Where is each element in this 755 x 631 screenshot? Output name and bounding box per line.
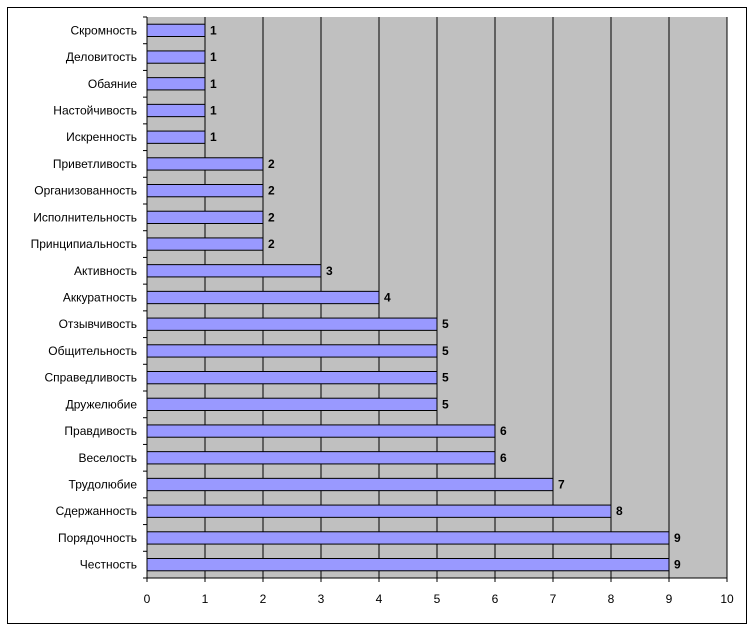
- data-label: 2: [268, 184, 275, 198]
- category-label: Дружелюбие: [66, 397, 138, 411]
- bar: [146, 397, 438, 412]
- category-label: Исполнительность: [33, 210, 137, 224]
- bar: [146, 77, 206, 91]
- bar: [146, 237, 264, 251]
- data-label: 8: [616, 504, 623, 518]
- bar: [146, 477, 554, 492]
- x-tick-label: 10: [720, 592, 734, 606]
- category-label: Сдержанность: [56, 504, 137, 518]
- labels: Скромность 1 Деловитость 1 Обаяние 1 Настойчив…: [31, 23, 734, 606]
- x-tick-label: 8: [608, 592, 615, 606]
- bar: [146, 344, 438, 358]
- bar: [146, 210, 264, 225]
- category-label: Отзывчивость: [59, 317, 137, 331]
- bar: [146, 290, 380, 305]
- x-tick-label: 2: [260, 592, 267, 606]
- data-label: 1: [210, 130, 217, 144]
- category-label: Скромность: [70, 23, 137, 37]
- bar: [146, 23, 206, 38]
- axes: [143, 16, 728, 582]
- bar: [146, 130, 206, 144]
- data-label: 5: [442, 317, 449, 331]
- category-label: Честность: [80, 558, 137, 572]
- category-label: Искренность: [66, 130, 137, 144]
- category-label: Аккуратность: [63, 291, 137, 305]
- data-label: 6: [500, 424, 507, 438]
- x-tick-label: 4: [376, 592, 383, 606]
- data-label: 4: [384, 291, 391, 305]
- bar: [146, 50, 206, 64]
- bar: [146, 264, 322, 278]
- data-label: 2: [268, 237, 275, 251]
- category-label: Настойчивость: [53, 104, 137, 118]
- bar: [146, 317, 438, 331]
- x-tick-label: 3: [318, 592, 325, 606]
- data-label: 3: [326, 264, 333, 278]
- bars: [146, 23, 670, 572]
- data-label: 1: [210, 104, 217, 118]
- bar: [146, 157, 264, 171]
- data-label: 5: [442, 371, 449, 385]
- category-label: Веселость: [78, 451, 137, 465]
- data-label: 1: [210, 77, 217, 91]
- category-label: Порядочность: [58, 531, 137, 545]
- x-tick-label: 6: [492, 592, 499, 606]
- x-tick-label: 7: [550, 592, 557, 606]
- x-tick-label: 9: [666, 592, 673, 606]
- data-label: 9: [674, 531, 681, 545]
- x-tick-label: 1: [202, 592, 209, 606]
- data-label: 5: [442, 344, 449, 358]
- category-label: Общительность: [48, 344, 137, 358]
- category-label: Справедливость: [44, 371, 137, 385]
- data-label: 1: [210, 23, 217, 37]
- category-label: Трудолюбие: [69, 478, 138, 492]
- data-label: 9: [674, 558, 681, 572]
- category-label: Активность: [74, 264, 137, 278]
- category-label: Деловитость: [66, 50, 137, 64]
- bar: [146, 183, 264, 198]
- bar: [146, 557, 670, 572]
- bar: [146, 451, 496, 465]
- data-label: 6: [500, 451, 507, 465]
- bar: [146, 370, 438, 385]
- data-label: 2: [268, 210, 275, 224]
- data-label: 5: [442, 397, 449, 411]
- bar: [146, 424, 496, 438]
- category-label: Приветливость: [53, 157, 137, 171]
- category-label: Правдивость: [64, 424, 137, 438]
- x-tick-label: 5: [434, 592, 441, 606]
- category-label: Обаяние: [88, 77, 137, 91]
- category-label: Организованность: [34, 184, 137, 198]
- bar: [146, 504, 612, 518]
- bar: [146, 103, 206, 118]
- data-label: 2: [268, 157, 275, 171]
- data-label: 1: [210, 50, 217, 64]
- category-label: Принципиальность: [31, 237, 137, 251]
- x-tick-label: 0: [144, 592, 151, 606]
- bar: [146, 531, 670, 545]
- data-label: 7: [558, 478, 565, 492]
